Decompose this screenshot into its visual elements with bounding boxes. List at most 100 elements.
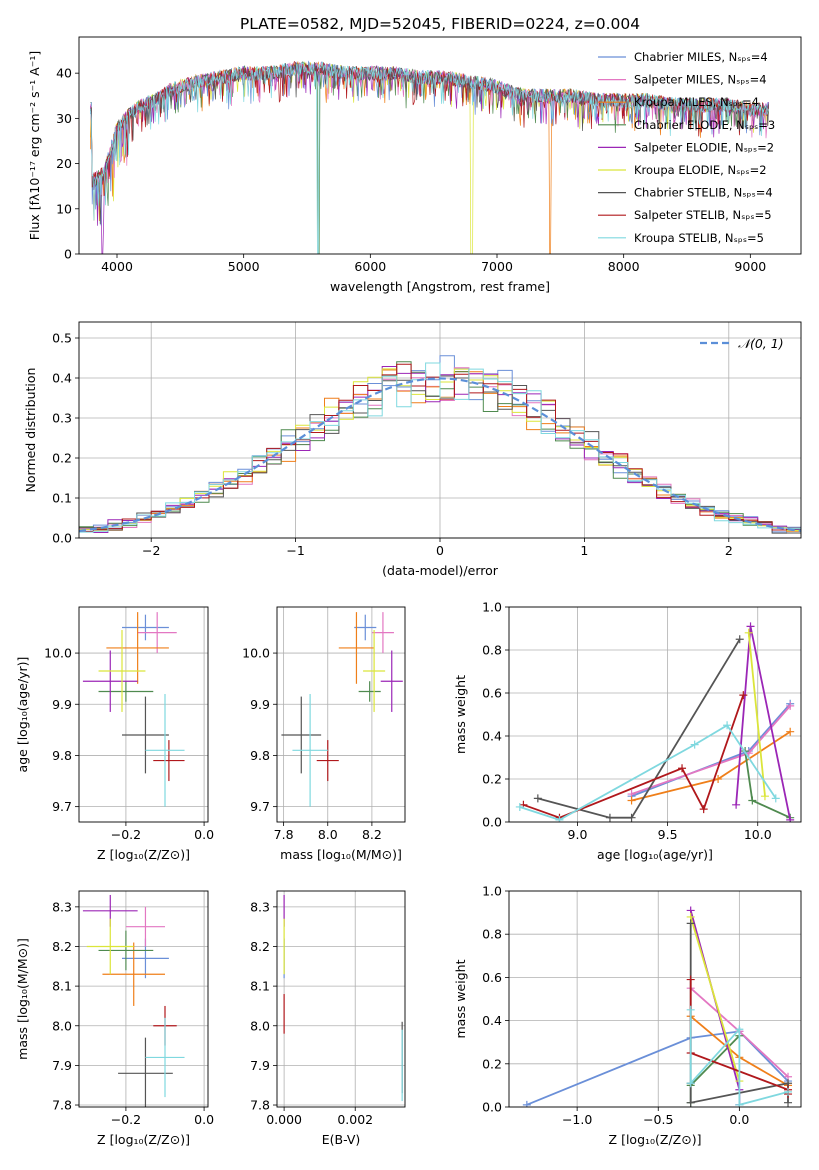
tick-label-x: 0.0 [194,827,214,842]
y-axis-label: mass weight [453,959,468,1038]
x-axis-label: mass [log₁₀(M/M⊙)] [280,847,402,862]
tick-label-y: 0.3 [52,411,72,426]
tick-label-x: 0.0 [729,1112,749,1127]
axes-mass-vs-z: −0.2 0.0 7.8 7.9 8.0 8.1 8.2 8.3 Z [log₁₀(Z/Z⊙)]… [15,890,214,1147]
plot-area-age-vs-z [82,612,185,807]
data-marker [686,919,695,928]
tick-label-y: 8.2 [250,939,270,954]
tick-label-y: 7.8 [52,1098,72,1113]
data-marker [686,1005,695,1014]
tick-label-y: 0.8 [482,643,502,658]
axes-frame [508,890,802,1108]
y-axis-label: mass weight [453,675,468,754]
axes-frame [276,890,406,1108]
tick-label-y: 0.0 [52,531,72,546]
weight-line [526,1030,789,1106]
data-marker [748,796,757,805]
x-axis-label: (data-model)/error [382,563,499,578]
tick-label-x: −1 [286,543,304,558]
data-marker [786,727,795,736]
tick-label-y: 0.2 [482,772,502,787]
tick-label-y: 8.2 [52,939,72,954]
data-marker [739,691,748,700]
x-axis-label: E(B-V) [322,1132,361,1147]
tick-label-x: 2 [725,543,733,558]
tick-label-y: 0.8 [482,927,502,942]
plot-area-weight-vs-age [515,622,795,822]
tick-label-y: 10.0 [242,646,270,661]
data-marker [735,1025,744,1034]
data-marker [735,635,744,644]
legend-label: Kroupa MILES, Nₛₚₛ=4 [634,95,759,109]
tick-label-x: 7.8 [274,827,294,842]
tick-label-x: 0.002 [337,1112,373,1127]
tick-label-x: −0.2 [111,827,141,842]
tick-label-x: 8000 [608,259,640,274]
weight-line [689,916,741,1082]
tick-label-x: 6000 [354,259,386,274]
tick-label-y: 0.4 [52,371,72,386]
axes-frame [78,890,209,1108]
data-marker [760,792,769,801]
axes-frame [78,606,209,823]
data-marker [678,764,687,773]
axes-age-vs-mass: 7.8 8.0 8.2 9.7 9.8 9.9 10.0 mass [log₁₀(M/M⊙)] [242,606,406,862]
legend-label: Salpeter MILES, Nₛₚₛ=4 [634,73,767,87]
tick-label-x: 8.0 [318,827,338,842]
plot-area-weight-vs-z [522,906,793,1107]
tick-label-x: 0.000 [266,1112,302,1127]
data-marker [784,1087,793,1096]
legend-label: Kroupa ELODIE, Nₛₚₛ=2 [634,163,767,177]
data-marker [555,815,564,822]
histogram-step [79,362,801,533]
tick-label-x: −0.5 [643,1112,673,1127]
tick-label-y: 1.0 [482,884,502,899]
tick-label-x: 1 [580,543,588,558]
tick-label-y: 9.9 [52,697,72,712]
plot-area-mass-vs-z [82,894,185,1107]
data-marker [627,796,636,805]
tick-label-x: 10.0 [744,827,772,842]
tick-label-x: −2 [142,543,160,558]
tick-label-x: 0.0 [194,1112,214,1127]
tick-label-y: 8.3 [52,899,72,914]
data-marker [714,775,723,783]
y-axis-label: mass [log₁₀(M/M⊙)] [15,938,30,1060]
tick-label-y: 0.5 [52,331,72,346]
tick-label-y: 8.3 [250,899,270,914]
legend-label: Chabrier ELODIE, Nₛₚₛ=3 [634,118,775,132]
tick-label-y: 7.9 [52,1058,72,1073]
tick-label-y: 40 [56,66,72,81]
tick-label-y: 0.0 [482,1100,502,1115]
x-axis-label: Z [log₁₀(Z/Z⊙)] [97,847,190,862]
axes-spectrum: 4000 5000 6000 7000 8000 9000 0 10 20 30 40 wavelen… [27,36,802,294]
weight-line [747,632,766,797]
tick-label-y: 10.0 [44,646,72,661]
plot-area-spectrum [90,60,770,254]
axes-age-vs-z: −0.2 0.0 9.7 9.8 9.9 10.0 Z [log₁₀(Z/Z⊙)] age [… [15,606,214,862]
plot-area-age-vs-mass [281,612,403,807]
plot-area-mass-vs-ebv [283,894,403,1102]
weight-line [519,724,777,821]
tick-label-y: 0.2 [482,1056,502,1071]
tick-label-y: 20 [56,156,72,171]
tick-label-x: 5000 [228,259,260,274]
tick-label-y: 9.9 [250,697,270,712]
weight-line [537,638,741,819]
tick-label-x: −1.0 [562,1112,592,1127]
plot-area-residuals [79,355,801,534]
data-marker [735,1100,744,1107]
tick-label-y: 0.1 [52,491,72,506]
tick-label-y: 9.7 [250,799,270,814]
data-marker [533,794,542,803]
data-marker [746,622,755,631]
tick-label-y: 9.8 [250,748,270,763]
data-marker [723,721,732,730]
tick-label-y: 9.8 [52,748,72,763]
weight-line [631,703,791,798]
tick-label-x: 9.5 [658,827,678,842]
tick-label-x: 8.2 [362,827,382,842]
axes-frame [78,321,802,539]
data-marker [515,802,524,811]
